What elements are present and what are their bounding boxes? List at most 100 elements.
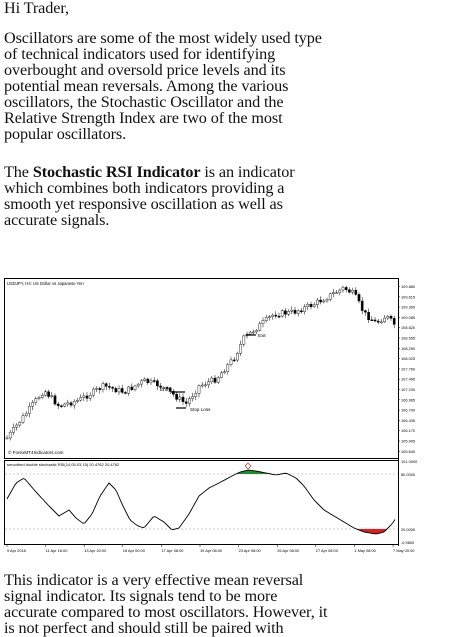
price-tick-label: 108.290 (401, 346, 416, 351)
price-tick-label: 109.615 (401, 294, 415, 299)
candle-body (274, 314, 278, 317)
candle-body (376, 320, 380, 323)
indicator-tick-label: -0.9800 (401, 540, 415, 545)
candle-body (130, 386, 134, 390)
price-tick-label: 109.350 (401, 305, 416, 310)
candle-body (191, 396, 194, 399)
candle-body (220, 372, 223, 378)
stochastic-rsi-line (6, 469, 396, 535)
entry-annotation: Entry (160, 387, 185, 393)
candle-body (181, 396, 185, 402)
price-tick-label: 108.025 (401, 356, 415, 361)
candle-body (188, 398, 191, 404)
candle-body (34, 398, 38, 403)
candle-body (290, 309, 294, 312)
candle-body (312, 304, 316, 307)
time-tick-label: 18 Apr 00:00 (123, 548, 146, 553)
candle-body (284, 310, 287, 315)
candle-body (101, 383, 105, 390)
candle-body (242, 335, 246, 345)
candle-body (392, 318, 396, 325)
candle-body (232, 359, 236, 362)
candle-body (114, 388, 118, 393)
candle-body (204, 384, 207, 387)
indicator-panel-frame (4, 460, 399, 545)
time-tick-label: 13 Apr 20:00 (84, 548, 107, 553)
usdjpy-chart-screenshot: Entry Exit Stop Loss USDJPY, H4: US Doll… (4, 278, 417, 554)
candle-body (348, 289, 351, 293)
candle-body (24, 413, 28, 416)
candle-body (258, 323, 262, 331)
candle-body (178, 396, 182, 400)
candle-body (255, 330, 258, 333)
candle-body (92, 388, 95, 396)
candle-body (152, 380, 156, 382)
candle-body (271, 314, 274, 317)
candle-body (293, 309, 297, 314)
candle-body (380, 321, 383, 324)
time-tick-label: 19 Apr 08:00 (200, 548, 223, 553)
candle-body (386, 316, 390, 319)
price-tick-label: 108.555 (401, 336, 415, 341)
price-tick-label: 106.965 (401, 397, 415, 402)
time-tick-label: 11 Apr 16:00 (46, 548, 69, 553)
candle-body (140, 380, 143, 385)
candle-body (360, 300, 364, 311)
candle-body (200, 384, 204, 387)
candle-body (223, 371, 226, 374)
candle-body (143, 378, 146, 382)
candle-body (56, 403, 60, 406)
stop-loss-label: Stop Loss (190, 407, 211, 412)
candle-body (316, 299, 319, 305)
candle-body (296, 310, 300, 314)
candle-body (354, 289, 358, 295)
candle-body (82, 395, 86, 398)
candle-body (104, 383, 108, 387)
candle-body (133, 385, 137, 390)
candle-body (85, 395, 89, 399)
price-tick-label: 106.435 (401, 418, 415, 423)
indicator-axis-labels: 101.0000 80.0000 20.0000 -0.9800 (401, 459, 417, 545)
candle-body (332, 292, 335, 295)
candle-body (156, 380, 159, 387)
candle-body (335, 292, 338, 294)
indicator-tick-label: 101.0000 (401, 459, 417, 464)
price-tick-label: 107.495 (401, 377, 415, 382)
candle-body (370, 319, 374, 322)
price-tick-label: 108.820 (401, 325, 416, 330)
stoch-description: is an indicator which combines both indi… (4, 163, 295, 229)
candle-body (236, 352, 239, 361)
candle-body (239, 344, 242, 354)
indicator-title: smoothed double stochastic RSI(14,05,03,… (7, 462, 120, 467)
time-tick-label: 27 Apr 08:00 (316, 548, 339, 553)
time-tick-label: 7 May 00:00 (393, 548, 415, 553)
candle-body (69, 402, 73, 406)
chart-svg: Entry Exit Stop Loss USDJPY, H4: US Doll… (4, 278, 417, 553)
candle-body (98, 388, 102, 390)
candle-body (303, 306, 306, 313)
intro-paragraph: Oscillators are some of the most widely … (4, 29, 322, 143)
candle-body (364, 310, 367, 313)
candle-body (184, 401, 188, 404)
candle-body (338, 289, 342, 293)
candle-body (149, 380, 153, 383)
candle-body (159, 385, 162, 388)
candle-body (53, 395, 57, 405)
candle-body (117, 388, 121, 393)
candle-body (50, 395, 54, 397)
candle-body (344, 287, 348, 290)
candle-body (162, 387, 166, 389)
exit-annotation: Exit (246, 333, 266, 338)
candle-body (21, 415, 25, 423)
candle-body (226, 364, 230, 372)
price-tick-label: 105.905 (401, 439, 415, 444)
time-tick-label: 1 May 08:00 (354, 548, 376, 553)
candle-body (124, 392, 127, 394)
time-tick-label: 17 Apr 08:00 (161, 548, 184, 553)
candle-body (136, 383, 140, 387)
candle-body (248, 331, 252, 335)
candle-body (111, 387, 114, 389)
chart-symbol-title: USDJPY, H4: US Dollar vs Japanese Yen (7, 281, 84, 286)
candle-body (15, 424, 18, 428)
time-tick-label: 25 Apr 08:00 (277, 548, 300, 553)
